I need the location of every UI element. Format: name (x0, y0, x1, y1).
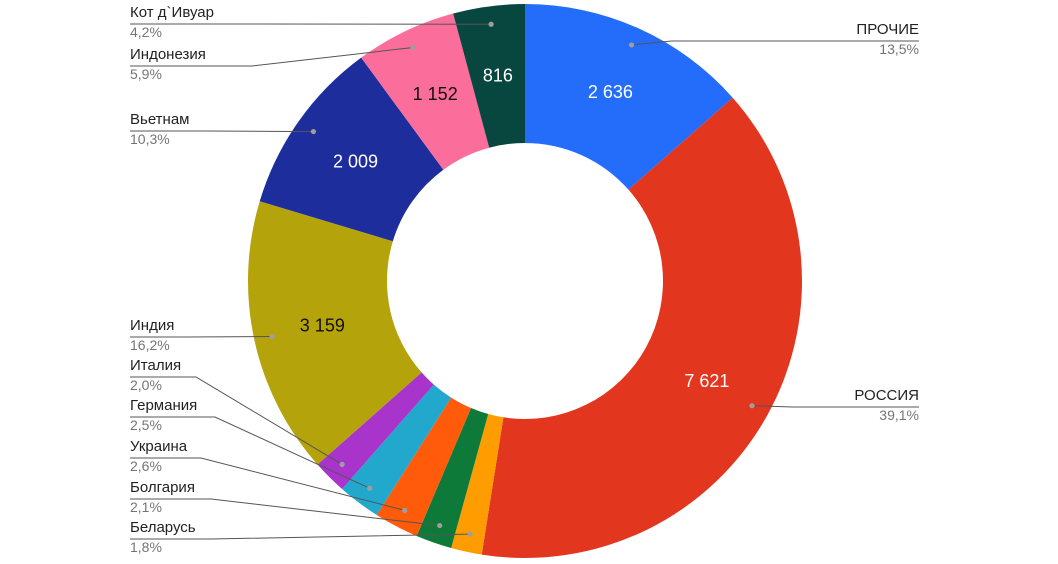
slice-5-name-label: Украина (130, 438, 188, 455)
slice-5-leader-dot (402, 507, 408, 513)
slice-3-leader-line (130, 533, 471, 540)
slice-5-arc (376, 397, 472, 536)
slice-8-leader-dot (269, 333, 275, 340)
slice-7-leader-line (130, 376, 343, 465)
slice-7-name-label: Италия (130, 357, 181, 374)
slice-4-name-label: Болгария (130, 479, 195, 496)
slices (248, 3, 802, 558)
slice-8-arc (248, 201, 422, 465)
slice-1-percent-label: 13,5% (879, 41, 919, 57)
slice-10-leader-dot (410, 44, 416, 51)
slice-6-leader-line (130, 416, 370, 489)
slice-7-percent-label: 2,0% (130, 377, 162, 393)
slice-9-value-label: 2 009 (333, 151, 378, 171)
slice-10-leader-line (130, 47, 413, 67)
slice-9-leader-line (130, 130, 314, 133)
slice-9-arc (259, 57, 444, 242)
slice-10-percent-label: 5,9% (130, 66, 162, 82)
slice-7-arc (317, 372, 434, 490)
slice-9-percent-label: 10,3% (130, 131, 170, 147)
slice-2-arc (481, 97, 802, 558)
slice-2-name-label: РОССИЯ (854, 387, 919, 404)
slice-11-value-label: 816 (483, 65, 513, 85)
slice-6-leader-dot (367, 485, 373, 491)
slice-3-leader-dot (467, 531, 473, 537)
slice-11-percent-label: 4,2% (130, 24, 162, 40)
slice-3-percent-label: 1,8% (130, 539, 162, 555)
slice-9-name-label: Вьетнам (130, 111, 189, 128)
slice-4-percent-label: 2,1% (130, 499, 162, 515)
slice-1-name-label: ПРОЧИЕ (856, 21, 919, 38)
slice-11-arc (453, 3, 525, 148)
slice-10-arc (361, 13, 490, 170)
slice-10-value-label: 1 152 (413, 84, 458, 104)
slice-2-percent-label: 39,1% (879, 407, 919, 423)
slice-2-leader-line (751, 405, 919, 408)
callout-leaders (130, 21, 919, 540)
slice-10-name-label: Индонезия (130, 46, 206, 63)
slice-11-leader-dot (488, 21, 494, 27)
slice-6-name-label: Германия (130, 397, 197, 414)
slice-8-value-label: 3 159 (300, 315, 345, 335)
slice-4-arc (416, 408, 489, 548)
slice-8-name-label: Индия (130, 317, 174, 334)
slice-1-value-label: 2 636 (588, 82, 633, 102)
slice-4-leader-line (130, 498, 440, 527)
slice-5-leader-line (130, 457, 405, 511)
slice-7-leader-dot (339, 461, 345, 467)
slice-2-value-label: 7 621 (684, 371, 729, 391)
slice-6-percent-label: 2,5% (130, 417, 162, 433)
slice-1-arc (525, 4, 733, 190)
slice-5-percent-label: 2,6% (130, 458, 162, 474)
slice-1-leader-dot (628, 42, 635, 48)
slice-2-leader-dot (749, 403, 755, 409)
slice-1-leader-line (631, 40, 919, 46)
slice-4-leader-dot (437, 522, 443, 529)
slice-11-name-label: Кот д`Ивуар (130, 4, 214, 21)
slice-8-percent-label: 16,2% (130, 337, 170, 353)
slice-9-leader-dot (310, 128, 317, 135)
category-labels: ПРОЧИЕ 13,5% РОССИЯ 39,1% Беларусь 1,8% Болгар… (130, 4, 919, 555)
slice-3-arc (451, 414, 504, 555)
slice-3-name-label: Беларусь (130, 519, 196, 536)
value-labels: 2 636 7 621 3 159 2 009 1 152 816 (300, 65, 730, 391)
slice-6-arc (342, 384, 452, 515)
